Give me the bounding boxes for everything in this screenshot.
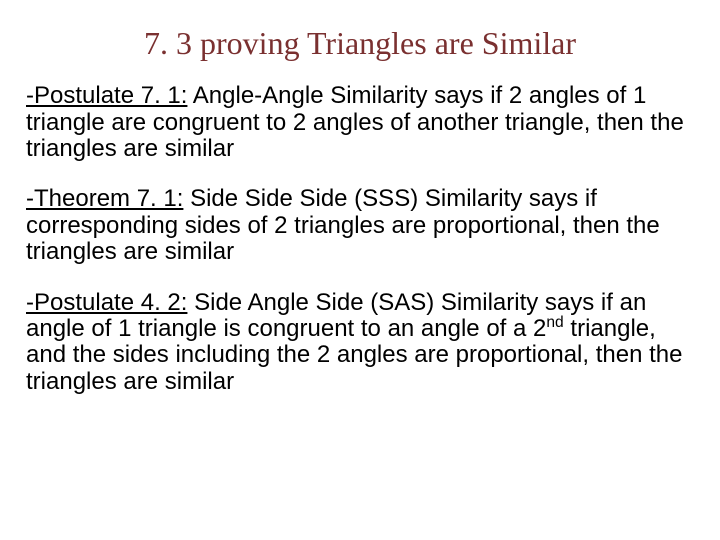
theorem-7-1-label: -Theorem 7. 1: — [26, 185, 183, 212]
slide: 7. 3 proving Triangles are Similar -Post… — [0, 0, 720, 540]
postulate-4-2: -Postulate 4. 2: Side Angle Side (SAS) S… — [26, 290, 694, 396]
postulate-4-2-sup: nd — [546, 314, 563, 331]
postulate-7-1-label: -Postulate 7. 1: — [26, 82, 187, 109]
slide-title: 7. 3 proving Triangles are Similar — [26, 26, 694, 61]
postulate-7-1: -Postulate 7. 1: Angle-Angle Similarity … — [26, 83, 694, 162]
postulate-4-2-label: -Postulate 4. 2: — [26, 289, 187, 316]
theorem-7-1: -Theorem 7. 1: Side Side Side (SSS) Simi… — [26, 186, 694, 265]
